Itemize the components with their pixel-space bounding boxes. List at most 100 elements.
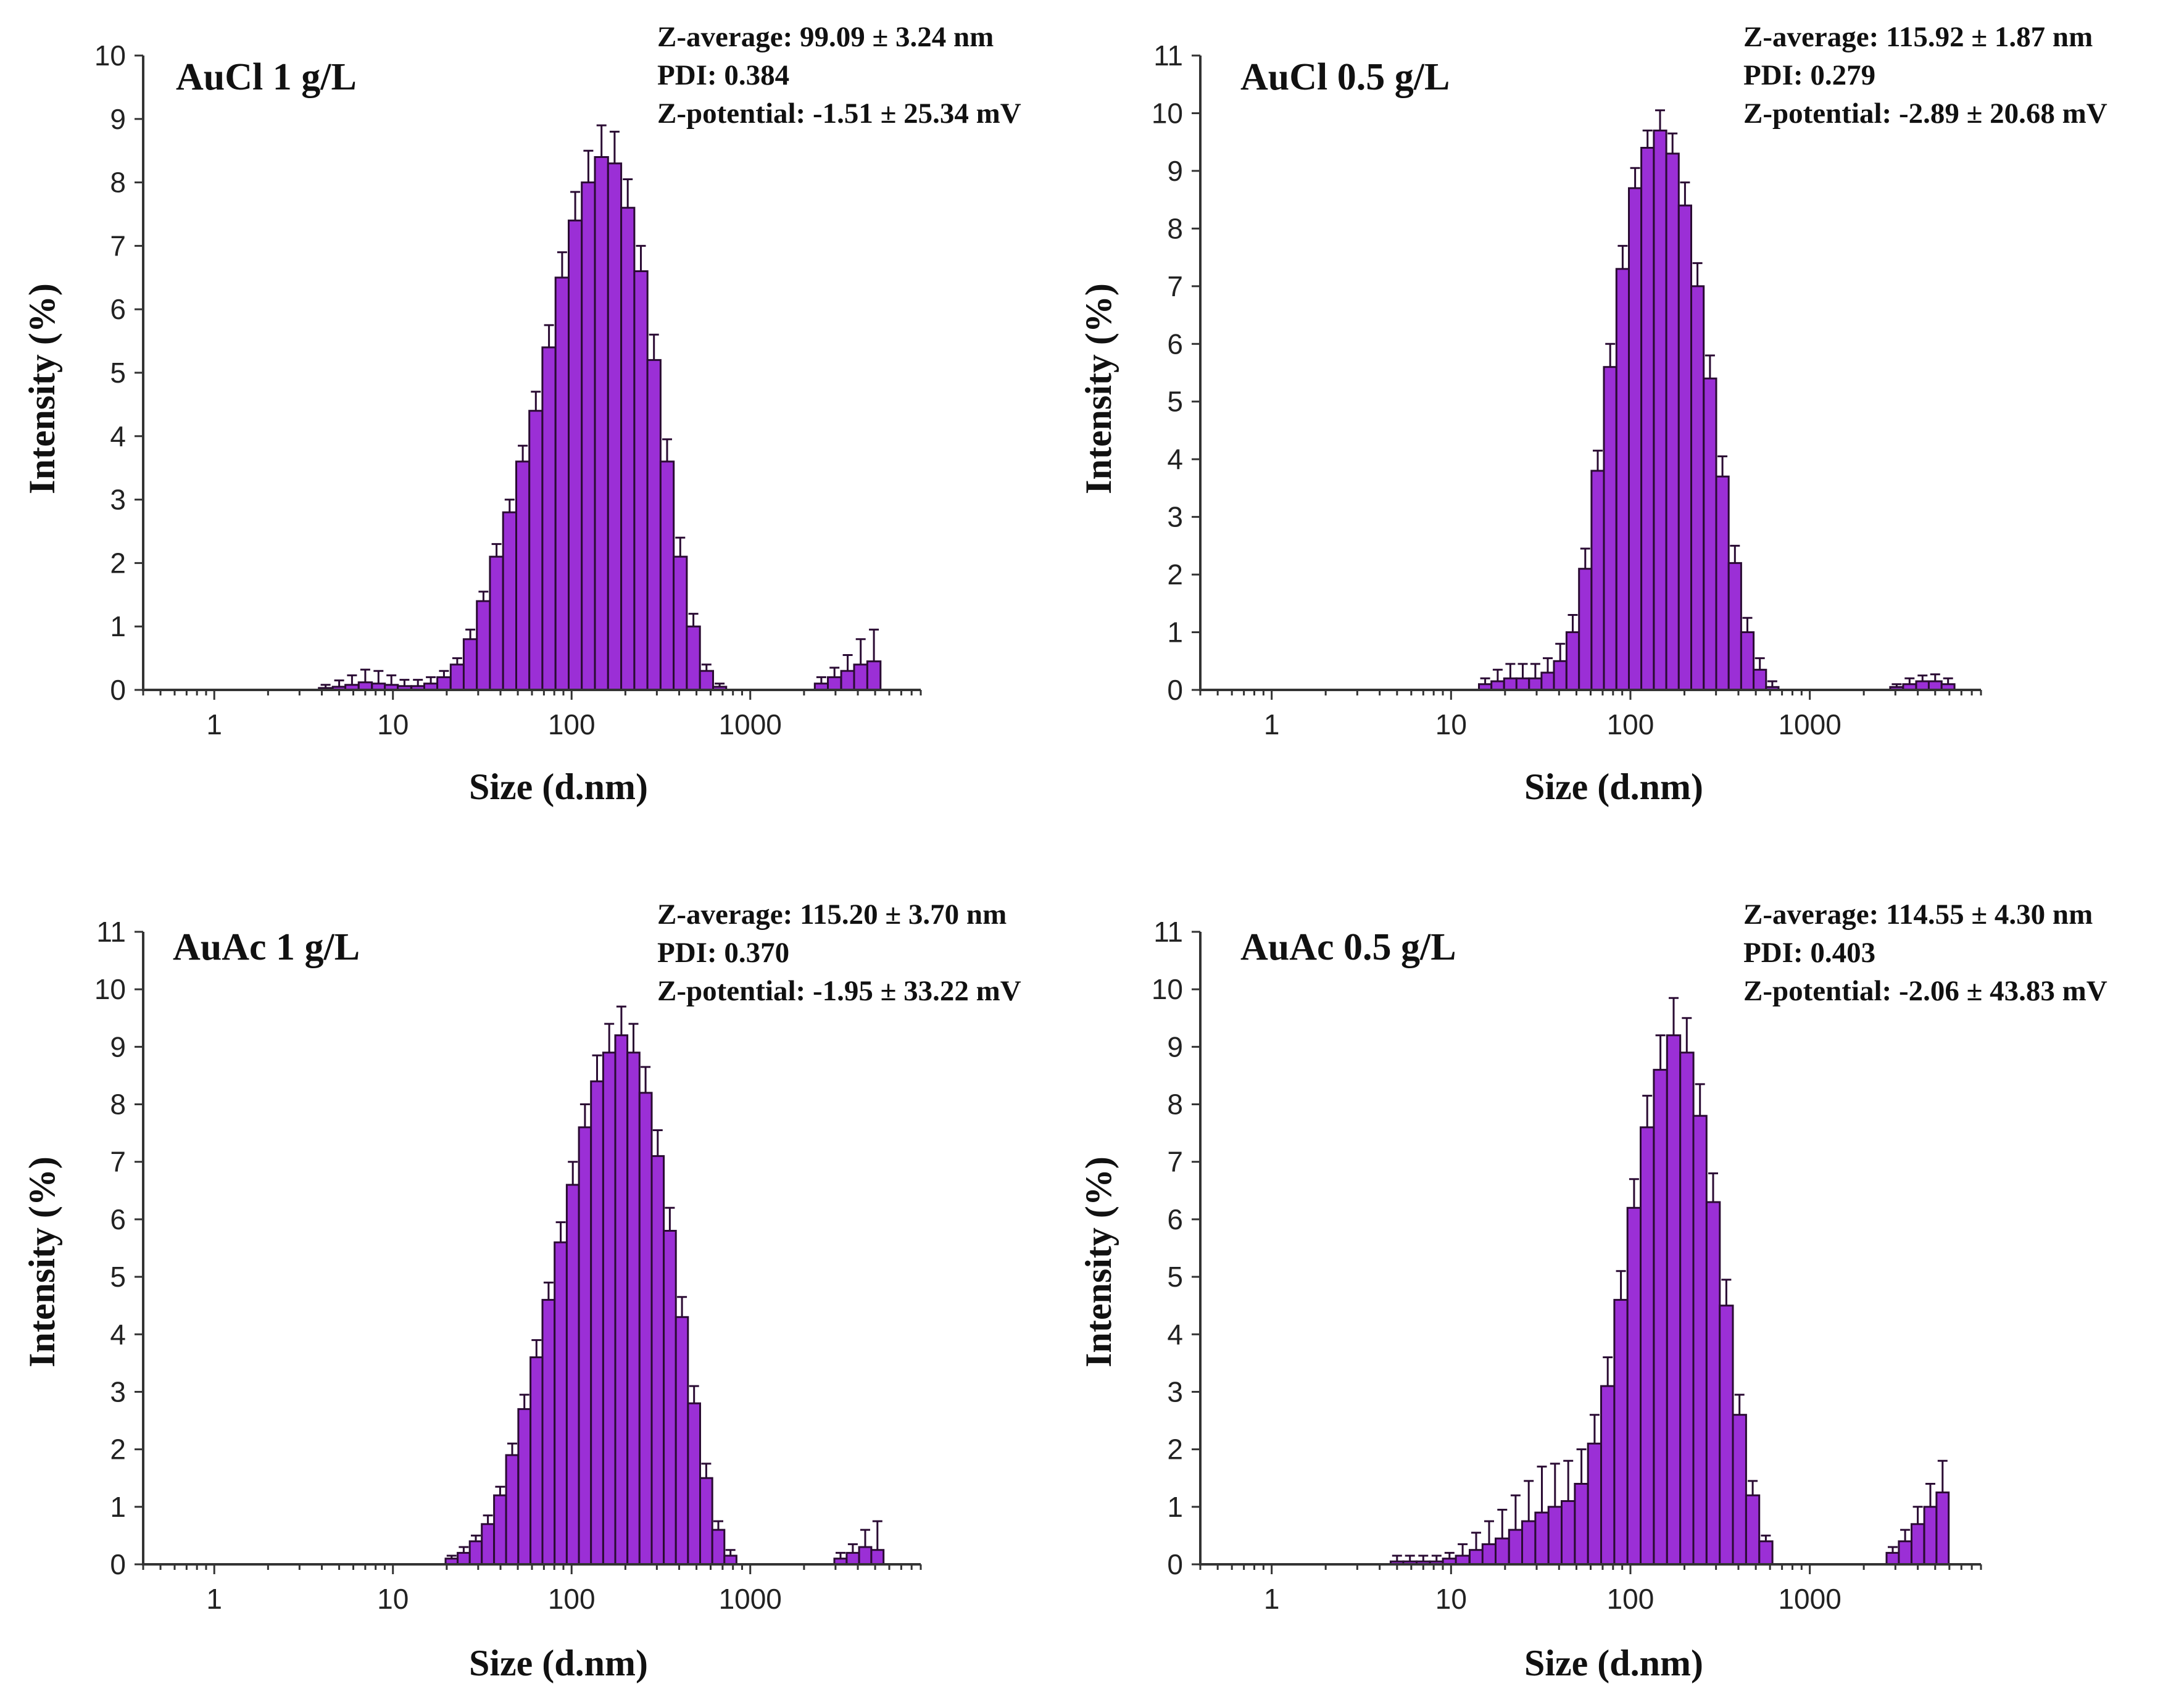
panel-title: AuCl 0.5 g/L: [1240, 56, 1450, 98]
y-tick-label: 7: [110, 1146, 126, 1178]
y-tick-label: 6: [110, 293, 126, 325]
error-bar: [1943, 677, 1953, 684]
error-bar: [701, 663, 712, 671]
histogram-bar: [541, 346, 557, 691]
error-bar: [649, 333, 659, 360]
histogram-bar: [866, 660, 882, 691]
histogram-bar: [1490, 680, 1505, 691]
panel-title: AuAc 0.5 g/L: [1240, 926, 1456, 968]
histogram-bar: [457, 1551, 471, 1566]
error-bar: [628, 1023, 639, 1053]
error-bar: [1642, 130, 1653, 148]
histogram-bar: [1540, 671, 1555, 691]
histogram-bar: [1923, 1506, 1938, 1566]
error-bar: [636, 244, 646, 272]
error-bar: [1492, 668, 1503, 681]
error-bar: [1431, 1554, 1442, 1562]
error-bar: [570, 191, 581, 221]
error-bar: [1505, 663, 1516, 679]
histogram-bar: [1665, 152, 1680, 691]
histogram-bar: [1574, 1483, 1589, 1566]
error-bar: [677, 1296, 687, 1317]
histogram-bar: [1677, 204, 1693, 691]
y-tick-label: 3: [1167, 501, 1183, 533]
y-tick-label: 5: [110, 357, 126, 389]
x-axis-label: Size (d.nm): [1524, 766, 1703, 807]
panel-aucl-1: 0 1 2 3 4 5 6 7 8 9 10 1 10 100 1000 AuCl 1 g/L Z-aver…: [22, 21, 1021, 807]
plot-area: 0 1 2 3 4 5 6 7 8 9 10 1 10 100 1000: [94, 39, 922, 741]
histogram-bar: [1553, 660, 1567, 691]
error-bar: [1754, 657, 1765, 670]
y-tick-label: 1: [1167, 1491, 1183, 1523]
histogram-bar: [565, 1184, 580, 1566]
error-bar: [652, 1129, 663, 1156]
histogram-bar: [493, 1494, 507, 1566]
error-bar: [1497, 1509, 1508, 1539]
y-tick-label: 9: [1167, 155, 1183, 187]
histogram-bar: [1719, 1305, 1734, 1566]
y-tick-label: 0: [1167, 674, 1183, 706]
histogram-bar: [650, 1155, 665, 1566]
histogram-bar: [687, 1402, 702, 1566]
histogram-bar: [1653, 130, 1667, 691]
error-bar: [518, 444, 528, 462]
z-average-text: Z-average: 115.20 ± 3.70 nm: [657, 898, 1007, 931]
error-bar: [1717, 455, 1728, 477]
y-tick-label: 8: [110, 1089, 126, 1121]
x-tick-label: 1000: [1778, 1583, 1841, 1615]
histogram-bar: [1565, 631, 1580, 691]
error-bar: [495, 1485, 505, 1496]
histogram-bar: [1732, 1414, 1747, 1566]
histogram-bar: [870, 1549, 885, 1566]
x-tick-label: 100: [1607, 708, 1655, 741]
histogram-bar: [614, 1034, 629, 1566]
error-bar: [386, 674, 397, 685]
error-bar: [1480, 677, 1490, 684]
error-bar: [688, 613, 699, 627]
histogram-bar: [1495, 1537, 1510, 1566]
error-bar: [1603, 1356, 1613, 1387]
error-bar: [439, 670, 449, 678]
histogram-bar: [594, 156, 609, 691]
error-bar: [1405, 1554, 1415, 1562]
histogram-bar: [675, 1316, 689, 1566]
x-tick-label: 1000: [719, 708, 782, 741]
y-tick-label: 4: [1167, 1318, 1183, 1350]
y-tick-label: 2: [1167, 558, 1183, 591]
error-bar: [1748, 1480, 1758, 1496]
error-bar: [471, 1534, 481, 1541]
histogram-bar: [1690, 285, 1705, 691]
histogram-bar: [711, 1529, 726, 1566]
error-bar: [555, 1221, 566, 1243]
y-tick-label: 11: [1153, 39, 1183, 72]
histogram-bar: [1528, 677, 1543, 691]
error-bar: [623, 178, 633, 208]
error-bar: [1667, 132, 1678, 154]
y-tick-label: 5: [1167, 386, 1183, 418]
x-tick-label: 1: [1264, 708, 1280, 741]
error-bar: [1734, 1393, 1745, 1415]
error-bar: [1471, 1532, 1481, 1550]
histogram-bar: [489, 555, 504, 691]
y-tick-label: 2: [1167, 1434, 1183, 1466]
error-bar: [1721, 1279, 1732, 1306]
histogram-bar: [1628, 187, 1643, 691]
y-tick-label: 5: [1167, 1261, 1183, 1293]
error-bar: [1695, 1083, 1705, 1116]
error-bar: [1589, 1414, 1600, 1444]
error-bar: [1510, 1494, 1521, 1530]
histogram-bar: [1705, 1201, 1721, 1566]
histogram-bar: [1515, 677, 1530, 691]
z-potential-text: Z-potential: -2.89 ± 20.68 mV: [1743, 98, 2107, 130]
error-bar: [1484, 1520, 1494, 1545]
histogram-bar: [723, 1554, 737, 1566]
y-tick-label: 4: [110, 420, 126, 452]
error-bar: [1630, 167, 1640, 188]
y-tick-label: 9: [110, 1031, 126, 1063]
error-bar: [459, 1546, 469, 1553]
histogram-bar: [449, 663, 465, 691]
x-axis-label: Size (d.nm): [1524, 1643, 1703, 1683]
panel-title: AuCl 1 g/L: [176, 56, 357, 98]
error-bar: [1550, 1463, 1560, 1507]
